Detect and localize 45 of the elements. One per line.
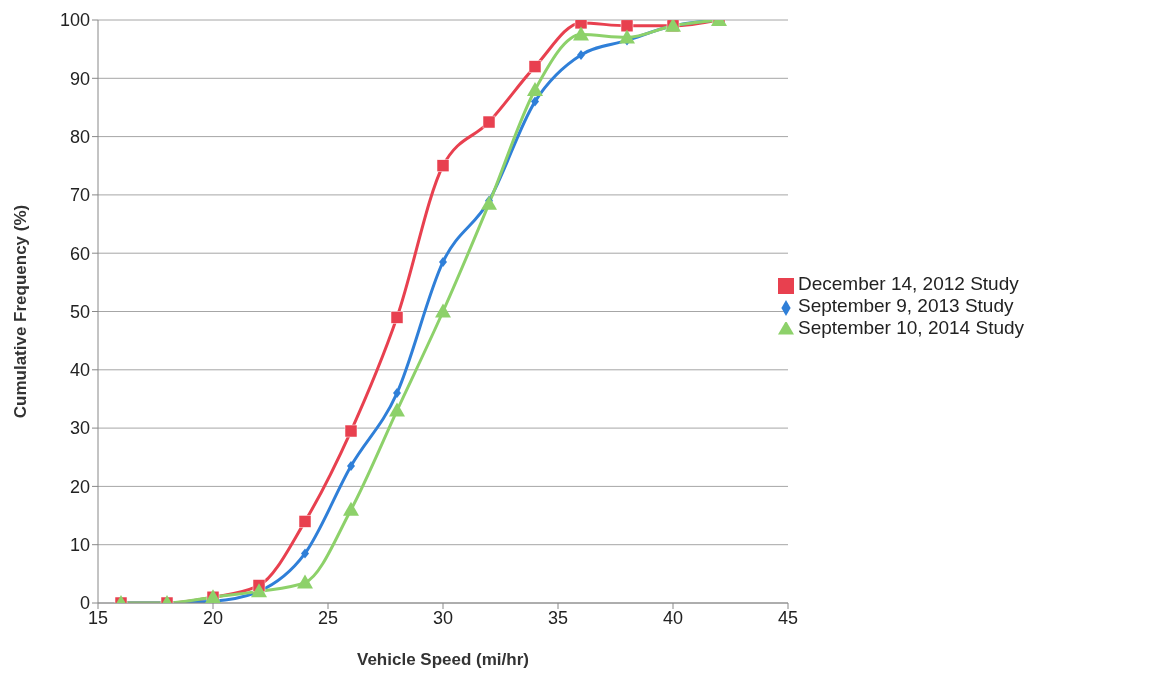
- legend-label: September 9, 2013 Study: [798, 295, 1014, 316]
- point: [344, 424, 358, 438]
- x-tick-label: 40: [662, 607, 684, 628]
- legend-label: December 14, 2012 Study: [798, 273, 1019, 294]
- x-tick-label: 30: [432, 607, 454, 628]
- x-tick-label: 45: [777, 607, 799, 628]
- y-tick-label: 90: [69, 68, 90, 89]
- point: [528, 60, 542, 73]
- y-tick-label: 100: [59, 10, 90, 31]
- point: [301, 548, 309, 559]
- point: [527, 81, 543, 96]
- y-axis-title: Cumulative Frequency (%): [11, 204, 31, 419]
- point: [389, 402, 405, 417]
- point: [435, 303, 451, 318]
- point: [297, 574, 313, 589]
- x-axis-title: Vehicle Speed (mi/hr): [357, 650, 529, 669]
- point: [482, 115, 496, 129]
- point: [298, 515, 312, 528]
- point: [577, 49, 585, 60]
- point: [619, 29, 635, 44]
- x-tick-label: 25: [317, 607, 339, 628]
- x-tick-label: 20: [202, 607, 224, 628]
- y-tick-label: 0: [79, 593, 90, 614]
- y-tick-label: 30: [69, 418, 90, 439]
- point: [390, 311, 404, 324]
- point: [481, 195, 497, 210]
- y-tick-label: 10: [69, 535, 90, 556]
- y-tick-label: 70: [69, 185, 90, 206]
- point: [393, 388, 401, 399]
- x-tick-label: 35: [547, 607, 569, 628]
- point: [343, 501, 359, 516]
- y-tick-label: 40: [69, 360, 90, 381]
- point: [573, 26, 589, 41]
- y-tick-label: 80: [69, 126, 90, 147]
- x-tick-label: 15: [87, 607, 109, 628]
- y-tick-label: 60: [69, 243, 90, 264]
- point: [439, 256, 447, 267]
- point: [620, 20, 634, 33]
- point: [347, 461, 355, 471]
- point: [531, 96, 539, 107]
- legend-label: September 10, 2014 Study: [798, 317, 1025, 338]
- point: [251, 583, 267, 598]
- y-tick-label: 20: [69, 476, 90, 497]
- point: [436, 159, 450, 172]
- y-tick-label: 50: [69, 301, 90, 322]
